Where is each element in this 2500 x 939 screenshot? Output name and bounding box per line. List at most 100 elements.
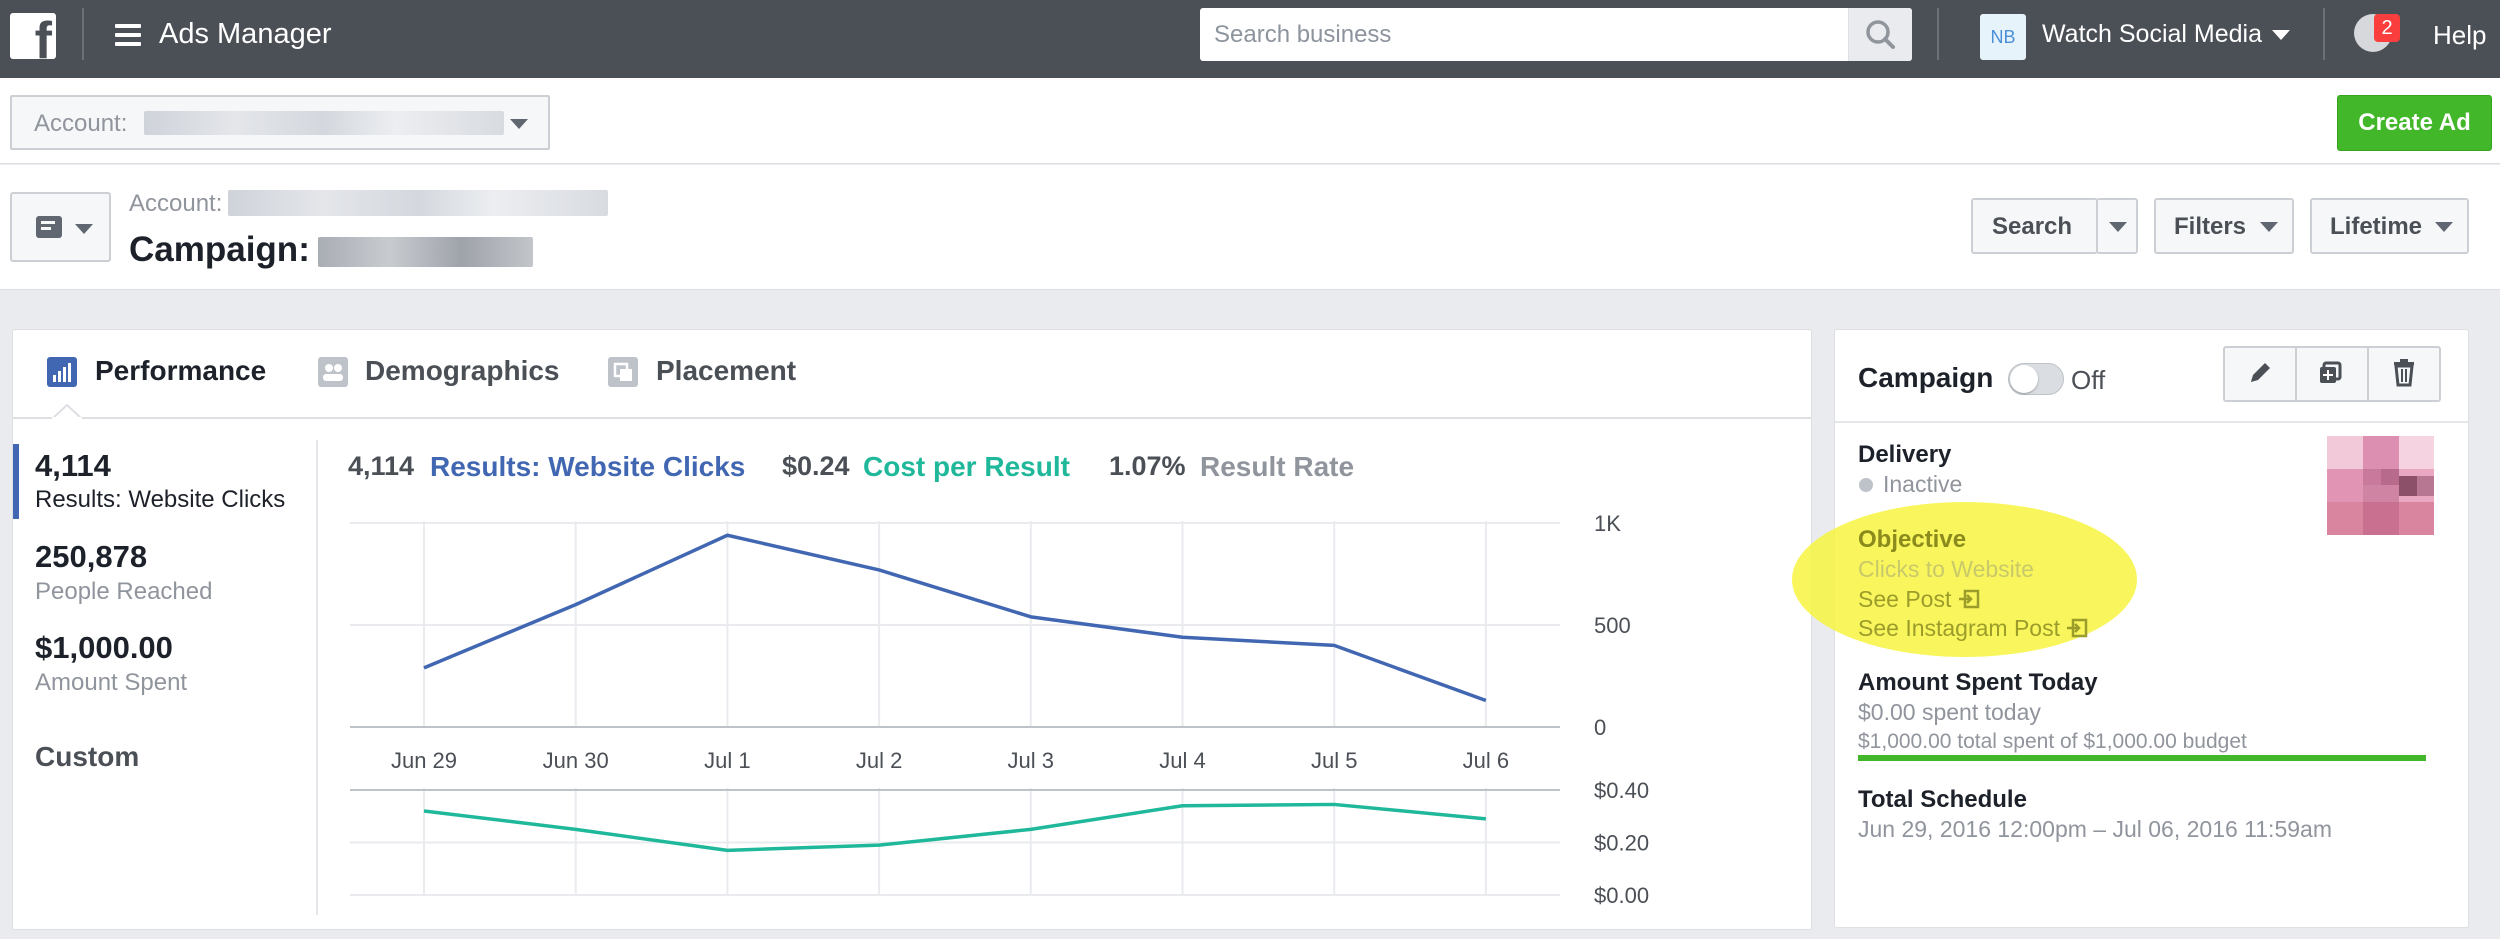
filters-button[interactable]: Filters bbox=[2154, 198, 2294, 254]
legend-results-label[interactable]: Results: Website Clicks bbox=[430, 451, 746, 482]
account-row: Account: bbox=[0, 78, 2500, 164]
metric-results-label[interactable]: Results: Website Clicks bbox=[35, 486, 286, 513]
tab-placement[interactable]: Placement bbox=[656, 355, 797, 386]
search-button[interactable] bbox=[1848, 8, 1912, 61]
tab-demographics[interactable]: Demographics bbox=[365, 355, 560, 386]
search-icon bbox=[1866, 20, 1895, 49]
external-link-icon bbox=[1958, 589, 1979, 609]
metric-spent-label[interactable]: Amount Spent bbox=[35, 669, 188, 696]
filters-label: Filters bbox=[2174, 213, 2247, 240]
x-tick-label: Jul 1 bbox=[704, 748, 750, 773]
sidebar-divider bbox=[316, 440, 318, 915]
business-avatar[interactable]: NB bbox=[1980, 14, 2026, 60]
y-tick-label: 0 bbox=[1594, 715, 1606, 740]
duplicate-icon bbox=[2320, 361, 2342, 383]
x-tick-label: Jul 4 bbox=[1159, 748, 1205, 773]
placement-icon bbox=[608, 357, 638, 387]
y-tick-label: 500 bbox=[1594, 613, 1631, 638]
duplicate-button[interactable] bbox=[2295, 346, 2369, 402]
budget-progress-bar bbox=[1858, 755, 2426, 761]
total-spent-value: $1,000.00 total spent of $1,000.00 budge… bbox=[1858, 730, 2247, 753]
edit-button[interactable] bbox=[2223, 346, 2297, 402]
search-dropdown-button[interactable] bbox=[2096, 198, 2138, 254]
breadcrumb-account-label: Account: bbox=[129, 190, 223, 217]
app-title: Ads Manager bbox=[159, 18, 332, 50]
redacted-campaign-name bbox=[318, 237, 533, 267]
x-tick-label: Jun 29 bbox=[391, 748, 457, 773]
campaign-toggle[interactable] bbox=[2008, 363, 2064, 395]
see-instagram-post-link[interactable]: See Instagram Post bbox=[1858, 615, 2088, 642]
x-tick-label: Jun 30 bbox=[543, 748, 609, 773]
campaign-title: Campaign: bbox=[129, 230, 310, 269]
topbar-divider bbox=[82, 8, 84, 60]
total-schedule-heading: Total Schedule bbox=[1858, 786, 2027, 813]
chevron-down-icon bbox=[2109, 222, 2127, 232]
create-ad-button[interactable]: Create Ad bbox=[2337, 95, 2492, 151]
selected-metric-indicator bbox=[13, 444, 19, 519]
metric-reach-value[interactable]: 250,878 bbox=[35, 539, 148, 574]
status-dot-icon bbox=[1859, 478, 1873, 492]
budget-progress-fill bbox=[1858, 755, 2426, 761]
legend-cost-label[interactable]: Cost per Result bbox=[863, 451, 1070, 482]
search-filter-label: Search bbox=[1992, 213, 2073, 240]
account-selector-label: Account: bbox=[34, 110, 128, 137]
chevron-down-icon bbox=[2272, 30, 2290, 41]
document-icon bbox=[36, 216, 62, 238]
facebook-logo-icon[interactable]: f bbox=[10, 13, 56, 67]
y-tick-label: $0.00 bbox=[1594, 883, 1649, 908]
see-post-label: See Post bbox=[1858, 586, 1952, 612]
delete-button[interactable] bbox=[2367, 346, 2441, 402]
y-tick-label: $0.20 bbox=[1594, 831, 1649, 856]
toggle-state-label: Off bbox=[2071, 365, 2106, 395]
redacted-account-name bbox=[144, 111, 504, 135]
topbar-divider bbox=[1937, 8, 1939, 60]
date-range-button[interactable]: Lifetime bbox=[2310, 198, 2469, 254]
x-tick-label: Jul 6 bbox=[1463, 748, 1509, 773]
account-selector[interactable]: Account: bbox=[10, 95, 550, 150]
legend-cost-value: $0.24 bbox=[782, 451, 850, 481]
x-tick-label: Jul 5 bbox=[1311, 748, 1357, 773]
date-range-label: Lifetime bbox=[2330, 213, 2423, 240]
topbar-divider bbox=[2323, 8, 2325, 60]
search-business-input[interactable] bbox=[1200, 8, 1848, 61]
trash-icon bbox=[2394, 359, 2414, 387]
view-selector-button[interactable] bbox=[10, 192, 111, 262]
objective-heading: Objective bbox=[1858, 526, 1967, 553]
metric-reach-label[interactable]: People Reached bbox=[35, 578, 213, 605]
search-business-box bbox=[1200, 8, 1912, 61]
top-navigation-bar: f Ads Manager NB Watch Social Media 2 He… bbox=[0, 0, 2500, 78]
search-filter-button[interactable]: Search bbox=[1971, 198, 2098, 254]
chevron-down-icon bbox=[510, 119, 528, 129]
chevron-down-icon bbox=[2435, 222, 2453, 232]
objective-value: Clicks to Website bbox=[1858, 556, 2034, 582]
performance-card bbox=[12, 329, 1812, 930]
cost-series-line bbox=[423, 802, 1487, 853]
tab-performance[interactable]: Performance bbox=[95, 355, 267, 386]
x-tick-label: Jul 3 bbox=[1008, 748, 1054, 773]
toggle-knob bbox=[2010, 365, 2038, 393]
metric-results-value[interactable]: 4,114 bbox=[35, 448, 111, 483]
see-post-link[interactable]: See Post bbox=[1858, 586, 1980, 613]
delivery-status: Inactive bbox=[1883, 471, 1963, 497]
see-instagram-post-label: See Instagram Post bbox=[1858, 615, 2060, 641]
external-link-icon bbox=[2067, 618, 2088, 638]
schedule-value: Jun 29, 2016 12:00pm – Jul 06, 2016 11:5… bbox=[1858, 816, 2332, 842]
ad-thumbnail[interactable] bbox=[2327, 436, 2434, 535]
performance-chart: 1K 500 0 $0.40 $0.20 $0.00 Jun 29 Jun 30 Jul 1 Ju… bbox=[350, 511, 1649, 908]
chevron-down-icon bbox=[2260, 222, 2278, 232]
custom-metrics-link[interactable]: Custom bbox=[35, 741, 140, 772]
results-series-line bbox=[423, 533, 1487, 703]
metric-spent-value[interactable]: $1,000.00 bbox=[35, 630, 173, 665]
legend-results-value: 4,114 bbox=[348, 451, 415, 481]
menu-icon[interactable] bbox=[115, 24, 141, 46]
legend-rate-label[interactable]: Result Rate bbox=[1200, 451, 1355, 482]
x-tick-label: Jul 2 bbox=[856, 748, 902, 773]
bar-chart-icon bbox=[47, 357, 77, 387]
chevron-down-icon bbox=[75, 224, 93, 234]
legend-rate-value: 1.07% bbox=[1109, 451, 1186, 481]
business-selector[interactable]: Watch Social Media bbox=[2042, 20, 2290, 49]
redacted-account-name bbox=[228, 190, 608, 216]
panel-header-divider bbox=[1835, 421, 2468, 423]
delivery-heading: Delivery bbox=[1858, 441, 1952, 468]
help-link[interactable]: Help bbox=[2433, 20, 2487, 50]
